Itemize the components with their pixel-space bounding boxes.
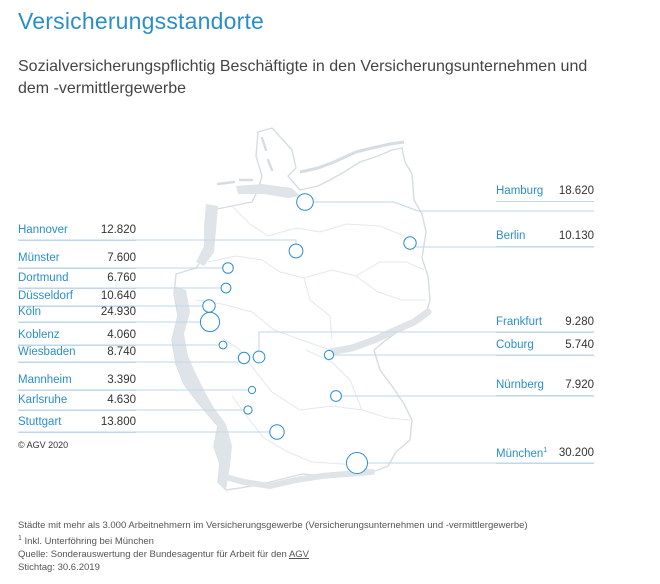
circle-hannover <box>288 243 304 259</box>
footnote-marker: 1 <box>543 447 548 454</box>
circle-mannheim <box>247 385 257 395</box>
city-row-wiesbaden: Wiesbaden 8.740 <box>18 344 136 363</box>
city-name: Hannover <box>18 224 68 236</box>
city-name: Frankfurt <box>496 316 543 328</box>
footer-line-date: Stichtag: 30.6.2019 <box>18 562 100 574</box>
city-value: 8.740 <box>107 346 136 358</box>
city-row-mannheim: Mannheim 3.390 <box>18 372 136 391</box>
city-name: Nürnberg <box>496 379 544 391</box>
page-title: Versicherungsstandorte <box>18 8 265 34</box>
city-row-nuernberg: Nürnberg 7.920 <box>496 377 594 396</box>
city-row-koblenz: Koblenz 4.060 <box>18 327 136 346</box>
state-borders <box>195 205 426 471</box>
city-row-duesseldorf: Düsseldorf 10.640 <box>18 288 136 307</box>
page-subtitle: Sozialversicherungspflichtig Beschäftigt… <box>18 58 588 97</box>
line-frankfurt <box>258 331 594 357</box>
city-value: 10.130 <box>558 230 594 242</box>
footnote-text: Inkl. Unterföhring bei München <box>21 536 154 548</box>
city-name: Coburg <box>496 339 534 351</box>
city-value: 4.060 <box>107 329 136 341</box>
city-row-muenchen: München1 30.200 <box>496 445 594 464</box>
city-row-karlsruhe: Karlsruhe 4.630 <box>18 392 136 411</box>
circle-stuttgart <box>269 424 285 440</box>
circle-berlin <box>403 236 417 250</box>
circle-muenster <box>222 262 234 274</box>
city-row-dortmund: Dortmund 6.760 <box>18 270 136 289</box>
circle-nuernberg <box>330 390 342 402</box>
lake-band <box>219 469 375 490</box>
city-row-stuttgart: Stuttgart 13.800 <box>18 414 136 433</box>
footer-line-criteria: Städte mit mehr als 3.000 Arbeitnehmern … <box>18 520 528 531</box>
footer-line-source: Quelle: Sonderauswertung der Bundesagent… <box>18 548 528 561</box>
danube-band <box>326 308 432 356</box>
circle-coburg <box>323 349 335 361</box>
city-name: Koblenz <box>18 329 60 341</box>
city-name: München1 <box>496 447 547 460</box>
city-value: 13.800 <box>100 416 136 428</box>
city-value: 10.640 <box>100 290 136 302</box>
circle-koeln <box>199 311 221 333</box>
city-name: Berlin <box>496 230 526 242</box>
circle-duesseldorf <box>202 299 216 313</box>
source-link[interactable]: AGV <box>288 549 309 561</box>
city-name: Mannheim <box>18 374 72 386</box>
circle-frankfurt <box>252 350 266 364</box>
circle-hamburg <box>296 193 314 211</box>
city-row-muenster: Münster 7.600 <box>18 250 136 269</box>
city-row-berlin: Berlin 10.130 <box>496 228 594 247</box>
city-value: 7.920 <box>565 379 594 391</box>
line-hamburg <box>305 201 594 212</box>
city-value: 24.930 <box>100 306 136 318</box>
city-name: Wiesbaden <box>18 346 76 358</box>
city-row-coburg: Coburg 5.740 <box>496 337 594 356</box>
footer-line-footnote: 1 Inkl. Unterföhring bei München <box>18 532 528 548</box>
circle-wiesbaden <box>237 351 251 365</box>
footer-notes: Städte mit mehr als 3.000 Arbeitnehmern … <box>18 519 528 574</box>
city-name: Köln <box>18 306 42 318</box>
city-name: Karlsruhe <box>18 394 68 406</box>
city-value: 3.390 <box>107 374 136 386</box>
city-value: 4.630 <box>107 394 136 406</box>
baltic-coast <box>299 140 405 174</box>
city-value: 18.620 <box>558 185 594 197</box>
circle-dortmund <box>220 282 232 294</box>
source-text: Quelle: Sonderauswertung der Bundesagent… <box>18 549 289 561</box>
circle-muenchen <box>346 452 368 474</box>
north-islands <box>216 136 274 186</box>
rhine-band <box>172 286 232 490</box>
city-row-hannover: Hannover 12.820 <box>18 222 136 241</box>
city-row-frankfurt: Frankfurt 9.280 <box>496 314 594 333</box>
city-name: Düsseldorf <box>18 290 73 302</box>
city-name: Stuttgart <box>18 416 62 428</box>
city-value: 12.820 <box>100 224 136 236</box>
city-value: 30.200 <box>558 447 594 459</box>
city-name: Hamburg <box>496 185 544 197</box>
elbe-estuary <box>236 184 300 198</box>
city-value: 6.760 <box>107 272 136 284</box>
city-name: Münster <box>18 252 60 264</box>
city-row-koeln: Köln 24.930 <box>18 304 136 323</box>
copyright-note: © AGV 2020 <box>18 440 69 450</box>
city-circles <box>199 193 417 474</box>
ems-band <box>196 204 218 266</box>
circle-koblenz <box>218 340 228 350</box>
city-value: 5.740 <box>565 339 594 351</box>
city-name: Dortmund <box>18 272 69 284</box>
city-value: 7.600 <box>107 252 136 264</box>
circle-karlsruhe <box>243 405 253 415</box>
city-value: 9.280 <box>565 316 594 328</box>
city-name-text: München <box>496 447 544 460</box>
city-row-hamburg: Hamburg 18.620 <box>496 183 594 202</box>
footnote-number: 1 <box>18 535 22 542</box>
